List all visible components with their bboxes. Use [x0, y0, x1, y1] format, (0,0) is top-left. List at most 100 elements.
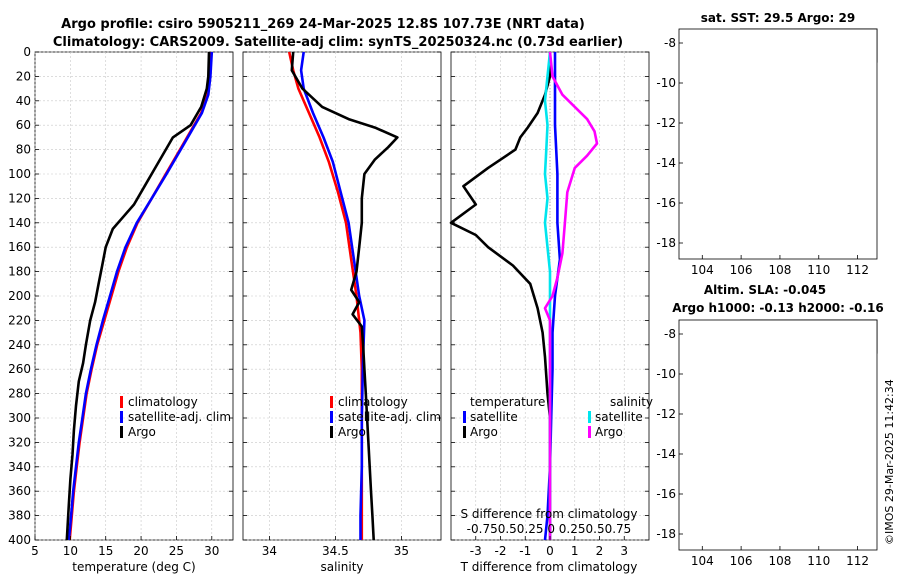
legend-label-s-satellite: satellite [595, 410, 643, 424]
x-tick-label: 34.5 [322, 544, 349, 558]
legend-title-salinity: salinity [610, 395, 653, 409]
grid-layer [34, 51, 649, 541]
map-y-tick-label: -14 [656, 156, 676, 170]
y-tick-label: 60 [16, 118, 31, 132]
y-tick-label: 40 [16, 94, 31, 108]
figure-title-line1: Argo profile: csiro 5905211_269 24-Mar-2… [61, 17, 585, 32]
y-tick-label: 340 [8, 460, 31, 474]
series-line-s-argo [543, 51, 599, 540]
difference-top-xlabel: S difference from climatology [461, 507, 638, 521]
y-tick-label: 0 [23, 45, 31, 59]
legend-label-s-argo: Argo [595, 425, 623, 439]
legend-label-argo: Argo [128, 425, 156, 439]
sla-map-title-line2: Argo h1000: -0.13 h2000: -0.16 [672, 301, 883, 315]
y-tick-label: 200 [8, 289, 31, 303]
map-y-tick-label: -14 [656, 447, 676, 461]
y-tick-label: 300 [8, 411, 31, 425]
map-x-tick-label: 108 [768, 263, 791, 277]
difference-top-ticks: -0.750.50.25 0 0.250.50.75 [467, 522, 632, 536]
salinity-legend: climatology satellite-adj. clim Argo [330, 395, 441, 439]
sla-map-ticks: 104 106 108 110 112 -8 -10 -12 -14 -16 -18 [656, 327, 869, 568]
temperature-legend: climatology satellite-adj. clim Argo [120, 395, 231, 439]
legend-label-argo: Argo [338, 425, 366, 439]
legend-swatch-argo [120, 426, 123, 438]
map-y-tick-label: -16 [656, 487, 676, 501]
x-tick-label: -1 [519, 544, 531, 558]
map-x-tick-label: 106 [730, 554, 753, 568]
series-line-argo [290, 51, 399, 541]
y-tick-label: 280 [8, 387, 31, 401]
y-tick-label: 160 [8, 240, 31, 254]
legend-label-climatology: climatology [128, 395, 198, 409]
legend-swatch-s-argo [588, 426, 591, 438]
map-x-tick-label: 104 [691, 263, 714, 277]
legend-swatch-satellite [330, 411, 333, 423]
imos-watermark: ©IMOS 29-Mar-2025 11:42:34 [883, 379, 896, 545]
x-tick-label: 15 [98, 544, 113, 558]
map-y-tick-label: -10 [656, 76, 676, 90]
sla-map [678, 319, 878, 551]
temperature-xlabel: temperature (deg C) [72, 560, 195, 574]
map-y-tick-label: -16 [656, 196, 676, 210]
legend-label-satellite: satellite-adj. clim [128, 410, 231, 424]
series-line-t-argo [449, 52, 552, 540]
salinity-xlabel: salinity [320, 560, 363, 574]
map-x-tick-label: 110 [807, 554, 830, 568]
y-tick-label: 100 [8, 167, 31, 181]
x-tick-label: -2 [495, 544, 507, 558]
map-y-tick-label: -18 [656, 527, 676, 541]
y-tick-label: 380 [8, 509, 31, 523]
y-tick-label: 240 [8, 338, 31, 352]
sla-map-title-line1: Altim. SLA: -0.045 [704, 283, 826, 297]
x-tick-label: 1 [571, 544, 579, 558]
sst-map-frame [678, 28, 878, 260]
legend-swatch-climatology [120, 396, 123, 408]
y-tick-label: 180 [8, 265, 31, 279]
legend-label-satellite: satellite-adj. clim [338, 410, 441, 424]
legend-label-climatology: climatology [338, 395, 408, 409]
y-tick-label: 320 [8, 435, 31, 449]
figure-title-line2: Climatology: CARS2009. Satellite-adj cli… [53, 35, 623, 50]
legend-label-t-satellite: satellite [470, 410, 518, 424]
map-x-tick-label: 104 [691, 554, 714, 568]
tick-layer: 0204060801001201401601802002202402602803… [8, 45, 649, 558]
map-y-tick-label: -8 [664, 327, 676, 341]
y-tick-label: 140 [8, 216, 31, 230]
x-tick-label: -3 [470, 544, 482, 558]
y-tick-label: 400 [8, 533, 31, 547]
map-y-tick-label: -8 [664, 36, 676, 50]
sst-map-title: sat. SST: 29.5 Argo: 29 [701, 11, 855, 25]
legend-swatch-t-argo [463, 426, 466, 438]
sla-map-frame [678, 319, 878, 551]
difference-xlabel: T difference from climatology [460, 560, 638, 574]
map-y-tick-label: -18 [656, 236, 676, 250]
x-tick-label: 0 [546, 544, 554, 558]
y-tick-label: 220 [8, 313, 31, 327]
map-x-tick-label: 108 [768, 554, 791, 568]
x-tick-label: 10 [63, 544, 78, 558]
x-tick-label: 2 [596, 544, 604, 558]
sst-map [678, 28, 878, 260]
x-tick-label: 20 [133, 544, 148, 558]
map-y-tick-label: -12 [656, 116, 676, 130]
y-tick-label: 260 [8, 362, 31, 376]
map-y-tick-label: -12 [656, 407, 676, 421]
map-x-tick-label: 112 [846, 263, 869, 277]
legend-title-temperature: temperature [470, 395, 545, 409]
map-x-tick-label: 110 [807, 263, 830, 277]
map-x-tick-label: 106 [730, 263, 753, 277]
series-line-argo [65, 51, 211, 541]
y-tick-label: 20 [16, 69, 31, 83]
map-x-tick-label: 112 [846, 554, 869, 568]
y-tick-label: 120 [8, 191, 31, 205]
x-tick-label: 5 [31, 544, 39, 558]
series-line-satellite-adj-clim [67, 51, 214, 541]
x-tick-label: 25 [169, 544, 184, 558]
series-line-satellite-adj-clim [299, 51, 366, 540]
y-tick-label: 80 [16, 143, 31, 157]
difference-legend: temperature salinity satellite Argo sate… [463, 395, 653, 439]
legend-label-t-argo: Argo [470, 425, 498, 439]
x-tick-label: 30 [204, 544, 219, 558]
sst-map-ticks: 104 106 108 110 112 -8 -10 -12 -14 -16 -18 [656, 36, 869, 277]
